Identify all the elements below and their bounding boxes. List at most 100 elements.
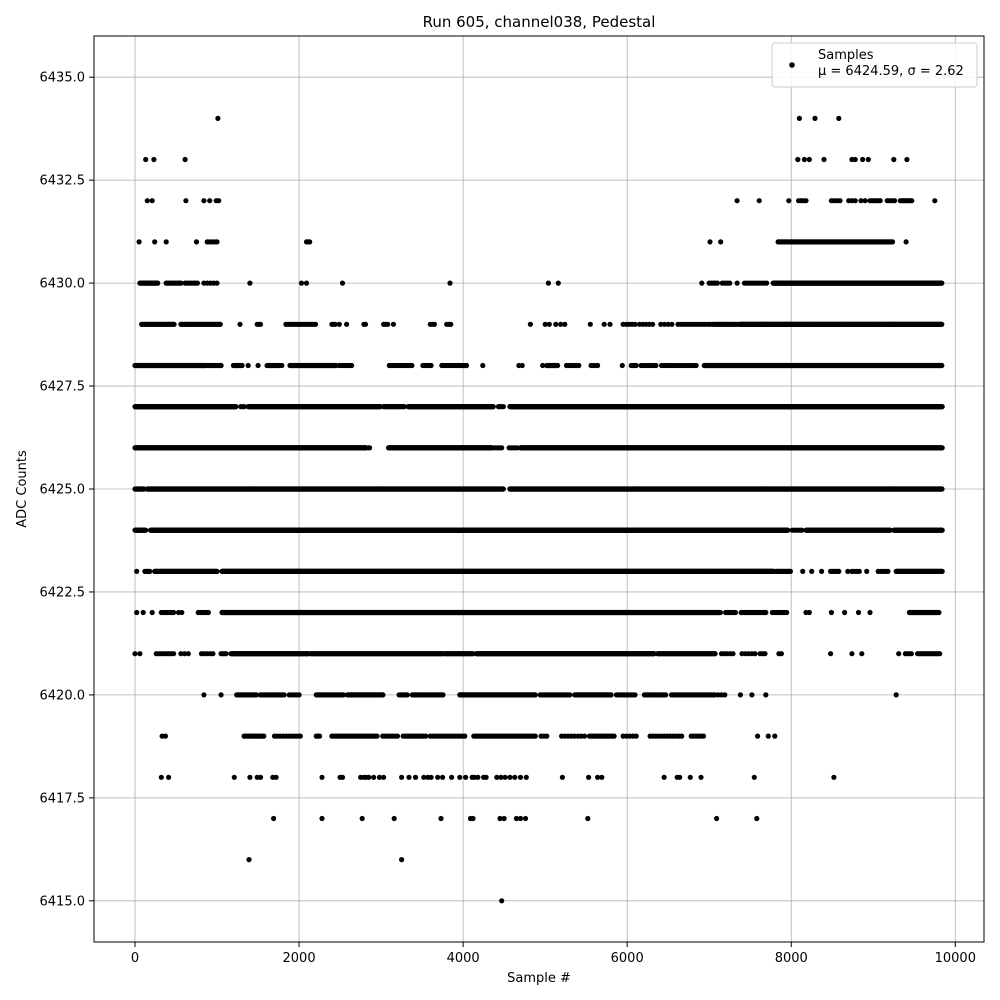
data-point bbox=[182, 651, 188, 657]
data-point bbox=[679, 733, 685, 739]
data-point bbox=[936, 609, 942, 616]
data-point bbox=[440, 774, 446, 780]
data-point bbox=[544, 733, 550, 739]
data-point bbox=[399, 774, 405, 780]
data-point bbox=[831, 774, 837, 780]
data-point bbox=[908, 651, 915, 657]
data-point bbox=[462, 733, 468, 739]
data-point bbox=[855, 609, 862, 616]
data-point bbox=[435, 774, 441, 780]
data-point bbox=[340, 692, 346, 698]
data-point bbox=[586, 774, 592, 780]
data-point bbox=[296, 692, 302, 698]
data-point bbox=[532, 692, 538, 698]
data-point bbox=[499, 898, 505, 904]
data-point bbox=[253, 692, 259, 698]
data-point bbox=[722, 692, 728, 698]
data-point bbox=[166, 774, 172, 780]
data-point bbox=[319, 774, 325, 780]
data-point bbox=[371, 774, 377, 780]
data-point bbox=[937, 651, 943, 657]
data-point bbox=[223, 651, 229, 657]
data-point bbox=[399, 857, 405, 863]
data-point bbox=[842, 609, 848, 616]
data-point bbox=[463, 774, 469, 780]
data-point bbox=[595, 774, 601, 780]
data-point bbox=[532, 733, 538, 739]
data-point bbox=[428, 774, 434, 780]
data-point bbox=[498, 774, 504, 780]
data-point bbox=[893, 692, 899, 698]
data-point bbox=[599, 774, 605, 780]
data-point bbox=[281, 692, 287, 698]
data-point bbox=[132, 651, 138, 657]
data-point bbox=[755, 733, 761, 739]
data-point bbox=[423, 733, 429, 739]
data-point bbox=[205, 609, 211, 616]
data-point bbox=[585, 815, 591, 822]
data-point bbox=[749, 692, 755, 698]
data-point bbox=[231, 774, 237, 780]
data-point bbox=[201, 692, 207, 698]
data-point bbox=[297, 733, 303, 739]
data-point bbox=[517, 774, 524, 780]
data-point bbox=[483, 774, 489, 780]
data-point bbox=[687, 774, 693, 780]
data-point bbox=[765, 733, 771, 739]
data-point bbox=[896, 651, 902, 657]
data-point bbox=[143, 527, 149, 533]
data-points bbox=[132, 115, 945, 904]
data-point bbox=[700, 733, 707, 739]
data-point bbox=[394, 733, 401, 739]
data-point bbox=[178, 651, 184, 657]
data-point bbox=[828, 609, 835, 616]
data-point bbox=[581, 733, 588, 739]
data-point bbox=[522, 815, 529, 822]
data-point bbox=[273, 774, 279, 780]
data-point bbox=[730, 651, 736, 657]
data-point bbox=[633, 733, 639, 739]
data-point bbox=[849, 651, 855, 657]
chart-title: Run 605, channel038, Pedestal bbox=[423, 13, 656, 31]
data-point bbox=[762, 651, 768, 657]
data-point bbox=[214, 568, 220, 575]
data-point bbox=[247, 774, 253, 780]
data-point bbox=[374, 733, 380, 739]
data-point bbox=[171, 651, 177, 657]
data-point bbox=[494, 774, 500, 780]
data-point bbox=[366, 774, 372, 780]
data-point bbox=[819, 568, 825, 575]
data-point bbox=[717, 609, 724, 616]
data-point bbox=[412, 774, 419, 780]
data-point bbox=[391, 815, 397, 822]
data-point bbox=[257, 774, 264, 780]
data-point bbox=[359, 815, 365, 822]
data-point bbox=[140, 609, 146, 616]
data-point bbox=[406, 774, 412, 780]
data-point bbox=[134, 568, 140, 575]
data-point bbox=[712, 651, 718, 657]
data-point bbox=[772, 733, 778, 739]
data-point bbox=[440, 692, 446, 698]
data-point bbox=[449, 774, 455, 780]
data-point bbox=[137, 651, 143, 657]
data-point bbox=[859, 651, 865, 657]
data-point bbox=[732, 609, 739, 616]
data-point bbox=[751, 774, 757, 780]
data-point bbox=[513, 815, 520, 822]
data-point bbox=[218, 692, 224, 698]
data-point bbox=[517, 815, 524, 822]
data-point bbox=[145, 568, 151, 575]
data-point bbox=[421, 774, 427, 780]
data-point bbox=[864, 568, 870, 575]
data-point bbox=[179, 609, 185, 616]
data-point bbox=[171, 609, 177, 616]
data-point bbox=[376, 774, 383, 780]
data-point bbox=[457, 774, 463, 780]
data-point bbox=[714, 815, 720, 822]
data-point bbox=[763, 609, 769, 616]
data-point bbox=[809, 568, 815, 575]
data-point bbox=[828, 651, 834, 657]
data-point bbox=[134, 609, 140, 616]
